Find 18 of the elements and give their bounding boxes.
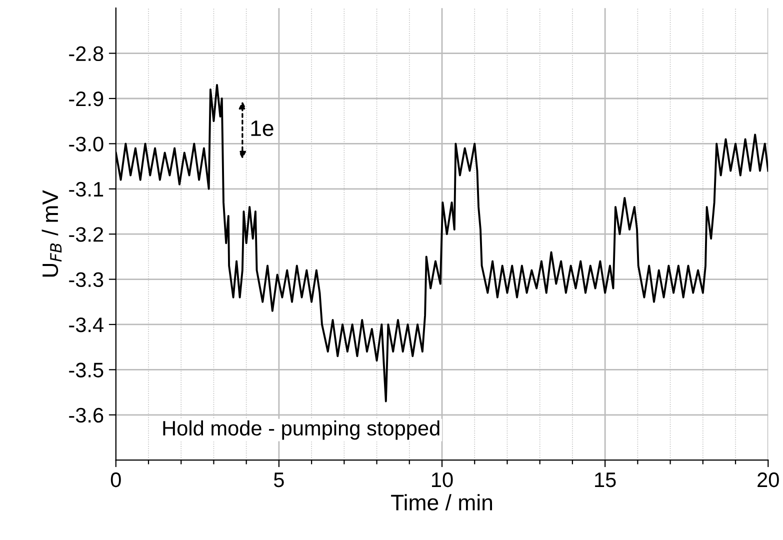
y-tick-label: -3.5 — [69, 362, 104, 378]
y-axis-title: U$_{FB}$ / mV — [42, 190, 62, 277]
y-tick-label: -2.8 — [69, 46, 104, 62]
x-tick-label: 15 — [595, 472, 616, 488]
y-tick-label: -3.3 — [69, 272, 104, 288]
y-tick-label: -3.1 — [69, 182, 104, 197]
x-tick-label: 10 — [432, 472, 453, 488]
y-tick-label: -3.0 — [69, 136, 104, 152]
annotation: Hold mode - pumping stopped — [163, 420, 440, 440]
x-tick-label: 5 — [274, 472, 284, 488]
x-tick-label: 20 — [758, 472, 779, 488]
x-tick-label: 0 — [110, 472, 121, 488]
x-axis-title: Time / min — [391, 494, 492, 510]
y-tick-label: -3.4 — [69, 317, 104, 332]
annotation: 1e — [251, 120, 274, 136]
y-tick-label: -2.9 — [69, 91, 104, 106]
y-tick-label: -3.6 — [69, 408, 104, 423]
y-tick-label: -3.2 — [69, 227, 104, 242]
